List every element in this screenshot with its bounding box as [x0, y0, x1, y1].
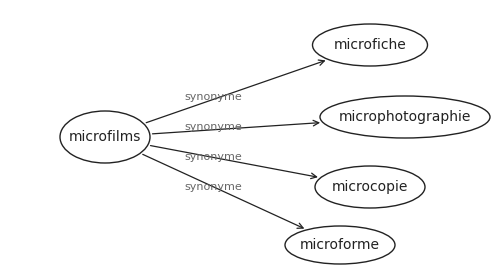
Text: synonyme: synonyme: [184, 152, 242, 162]
Text: synonyme: synonyme: [184, 122, 242, 132]
Text: synonyme: synonyme: [184, 92, 242, 102]
Text: microphotographie: microphotographie: [339, 110, 471, 124]
Text: synonyme: synonyme: [184, 182, 242, 192]
Text: microfiche: microfiche: [333, 38, 406, 52]
Text: microfilms: microfilms: [69, 130, 141, 144]
Text: microforme: microforme: [300, 238, 380, 252]
Text: microcopie: microcopie: [332, 180, 408, 194]
